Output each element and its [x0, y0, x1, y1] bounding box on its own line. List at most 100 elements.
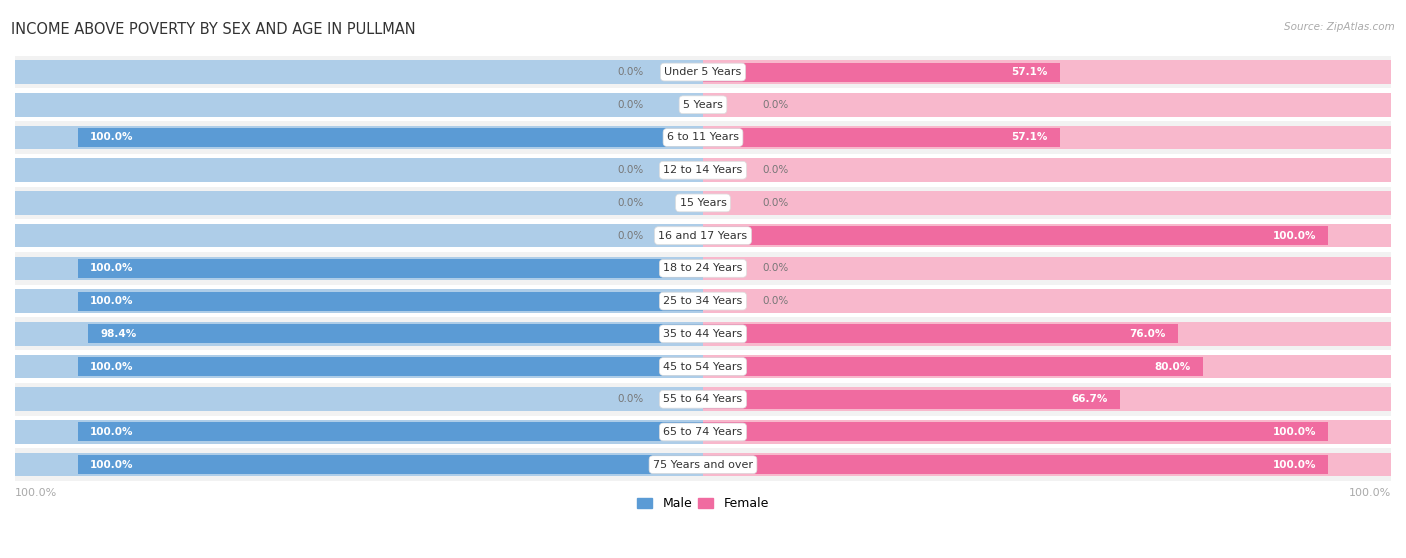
Bar [15, 56, 1391, 88]
Bar [15, 350, 1391, 383]
Bar [652, 95, 703, 114]
Text: 12 to 14 Years: 12 to 14 Years [664, 165, 742, 175]
Bar [703, 422, 1329, 441]
Bar [15, 355, 703, 378]
Bar [15, 191, 703, 215]
Bar [15, 257, 703, 280]
Text: INCOME ABOVE POVERTY BY SEX AND AGE IN PULLMAN: INCOME ABOVE POVERTY BY SEX AND AGE IN P… [11, 22, 416, 37]
Text: Source: ZipAtlas.com: Source: ZipAtlas.com [1284, 22, 1395, 32]
Bar [15, 60, 703, 84]
Text: 45 to 54 Years: 45 to 54 Years [664, 362, 742, 372]
Bar [15, 88, 1391, 121]
Text: 0.0%: 0.0% [617, 165, 644, 175]
Bar [703, 161, 754, 180]
Bar [15, 126, 703, 150]
Bar [15, 158, 703, 182]
Bar [15, 453, 703, 477]
Bar [703, 322, 1391, 345]
Text: 0.0%: 0.0% [617, 67, 644, 77]
Bar [15, 318, 1391, 350]
Text: 65 to 74 Years: 65 to 74 Years [664, 427, 742, 437]
Bar [703, 226, 1329, 245]
Bar [703, 128, 1060, 147]
Bar [652, 389, 703, 409]
Text: 66.7%: 66.7% [1071, 395, 1108, 404]
Text: 0.0%: 0.0% [762, 100, 789, 110]
Text: 18 to 24 Years: 18 to 24 Years [664, 263, 742, 273]
Bar [703, 93, 1391, 117]
Text: 6 to 11 Years: 6 to 11 Years [666, 132, 740, 142]
Text: 0.0%: 0.0% [617, 230, 644, 240]
Bar [703, 292, 754, 311]
Bar [15, 448, 1391, 481]
Text: 100.0%: 100.0% [90, 296, 134, 306]
Bar [15, 416, 1391, 448]
Text: 100.0%: 100.0% [90, 460, 134, 470]
Bar [703, 420, 1391, 444]
Text: 100.0%: 100.0% [90, 132, 134, 142]
Text: Under 5 Years: Under 5 Years [665, 67, 741, 77]
Bar [15, 93, 703, 117]
Bar [652, 194, 703, 213]
Bar [703, 453, 1391, 477]
Bar [15, 387, 703, 411]
Bar [703, 387, 1391, 411]
Text: 75 Years and over: 75 Years and over [652, 460, 754, 470]
Bar [703, 62, 1060, 81]
Text: 98.4%: 98.4% [100, 329, 136, 339]
Text: 57.1%: 57.1% [1011, 67, 1047, 77]
Text: 16 and 17 Years: 16 and 17 Years [658, 230, 748, 240]
Text: 0.0%: 0.0% [762, 296, 789, 306]
Bar [15, 121, 1391, 154]
Text: 100.0%: 100.0% [1272, 230, 1316, 240]
Bar [652, 62, 703, 81]
Text: 80.0%: 80.0% [1154, 362, 1191, 372]
Bar [703, 324, 1178, 343]
Bar [703, 194, 754, 213]
Bar [15, 285, 1391, 318]
Text: 100.0%: 100.0% [90, 362, 134, 372]
Text: 100.0%: 100.0% [90, 427, 134, 437]
Bar [15, 383, 1391, 416]
Text: 0.0%: 0.0% [762, 198, 789, 208]
Text: 0.0%: 0.0% [762, 263, 789, 273]
Bar [703, 289, 1391, 313]
Text: 100.0%: 100.0% [1348, 488, 1391, 498]
Bar [703, 257, 1391, 280]
Text: 0.0%: 0.0% [617, 198, 644, 208]
Text: 0.0%: 0.0% [762, 165, 789, 175]
Text: 5 Years: 5 Years [683, 100, 723, 110]
Text: 100.0%: 100.0% [90, 263, 134, 273]
Text: 57.1%: 57.1% [1011, 132, 1047, 142]
Bar [77, 357, 703, 376]
Bar [703, 60, 1391, 84]
Bar [77, 128, 703, 147]
Bar [15, 252, 1391, 285]
Bar [703, 158, 1391, 182]
Text: 100.0%: 100.0% [1272, 460, 1316, 470]
Bar [703, 191, 1391, 215]
Text: 100.0%: 100.0% [1272, 427, 1316, 437]
Bar [77, 422, 703, 441]
Legend: Male, Female: Male, Female [633, 492, 773, 515]
Bar [703, 126, 1391, 150]
Bar [652, 161, 703, 180]
Bar [87, 324, 703, 343]
Text: 0.0%: 0.0% [617, 100, 644, 110]
Bar [77, 292, 703, 311]
Bar [15, 224, 703, 247]
Text: 15 Years: 15 Years [679, 198, 727, 208]
Bar [15, 186, 1391, 219]
Bar [77, 259, 703, 278]
Bar [15, 219, 1391, 252]
Bar [703, 357, 1204, 376]
Text: 25 to 34 Years: 25 to 34 Years [664, 296, 742, 306]
Bar [15, 322, 703, 345]
Bar [15, 289, 703, 313]
Bar [703, 455, 1329, 474]
Bar [77, 455, 703, 474]
Bar [703, 355, 1391, 378]
Bar [652, 226, 703, 245]
Bar [15, 154, 1391, 186]
Bar [703, 389, 1121, 409]
